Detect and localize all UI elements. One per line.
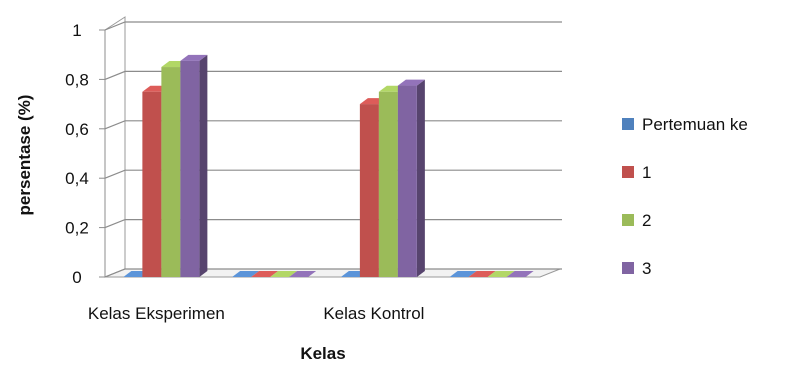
- bar-top: [468, 271, 496, 277]
- y-tick-label: 0: [72, 268, 81, 287]
- bar-top: [487, 271, 515, 277]
- bar: [468, 271, 496, 277]
- x-category-label: Kelas Kontrol: [323, 304, 424, 323]
- bar-top: [232, 271, 260, 277]
- legend-label: 2: [642, 211, 651, 230]
- legend: Pertemuan ke 1 2 3: [622, 115, 748, 278]
- bar: [397, 79, 425, 277]
- x-axis-categories: Kelas Eksperimen Kelas Kontrol: [88, 304, 425, 323]
- bar: [251, 271, 279, 277]
- bar-top: [270, 271, 298, 277]
- bar-side: [416, 79, 425, 277]
- bar: [270, 271, 298, 277]
- bar-top: [506, 271, 534, 277]
- bar: [180, 54, 208, 277]
- bar-top: [180, 54, 208, 61]
- bar: [289, 271, 317, 277]
- legend-swatch: [622, 262, 634, 274]
- side-wall: [104, 16, 126, 278]
- bar-front: [161, 67, 181, 277]
- bar-front: [359, 104, 379, 277]
- bar: [506, 271, 534, 277]
- bar-top: [397, 79, 425, 86]
- y-tick-label: 0,6: [65, 120, 89, 139]
- gridline: [104, 70, 562, 80]
- legend-swatch: [622, 214, 634, 226]
- bar-front: [180, 60, 200, 277]
- legend-label: 3: [642, 259, 651, 278]
- bar-front: [378, 91, 398, 277]
- legend-swatch: [622, 118, 634, 130]
- bar-side: [199, 54, 208, 277]
- y-axis-title: persentase (%): [15, 95, 34, 216]
- bar-top: [289, 271, 317, 277]
- bar-top: [251, 271, 279, 277]
- legend-label: Pertemuan ke: [642, 115, 748, 134]
- legend-label: 1: [642, 163, 651, 182]
- x-axis-title: Kelas: [300, 344, 345, 363]
- y-tick-label: 1: [72, 21, 81, 40]
- bar-top: [449, 271, 477, 277]
- bar: [232, 271, 260, 277]
- y-tick-label: 0,8: [65, 70, 89, 89]
- y-tick-label: 0,2: [65, 219, 89, 238]
- bar: [449, 271, 477, 277]
- x-category-label: Kelas Eksperimen: [88, 304, 225, 323]
- bar-front: [142, 91, 162, 277]
- bar-front: [397, 85, 417, 277]
- y-tick-label: 0,4: [65, 169, 89, 188]
- bar: [487, 271, 515, 277]
- y-axis-ticks: 0 0,2 0,4 0,6 0,8 1: [65, 21, 106, 287]
- gridline: [104, 21, 562, 31]
- legend-swatch: [622, 166, 634, 178]
- bars: [123, 54, 534, 277]
